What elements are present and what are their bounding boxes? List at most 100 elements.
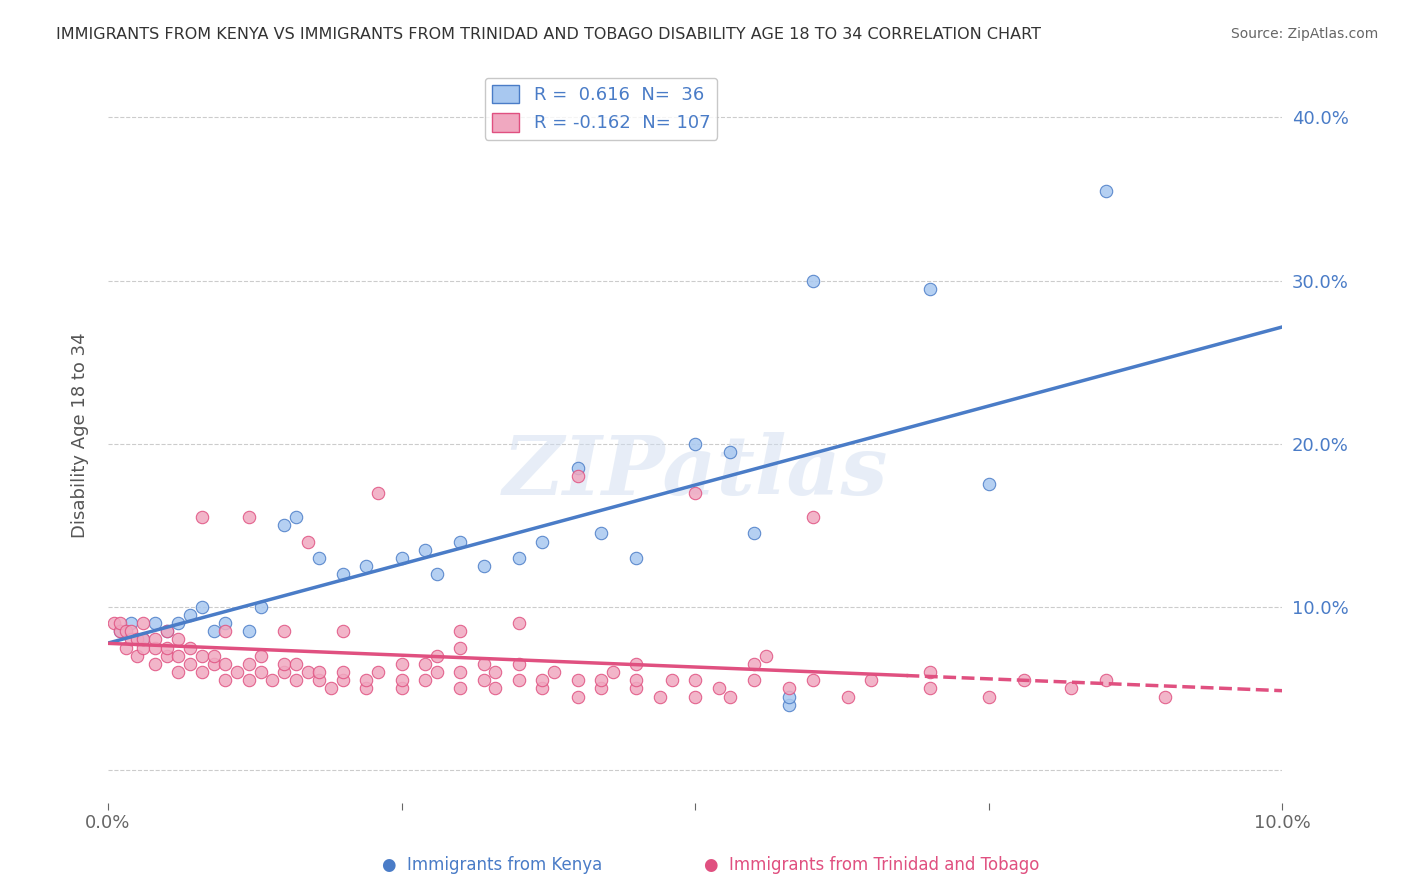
Point xyxy=(356,673,378,688)
Point xyxy=(801,673,824,688)
Point xyxy=(591,526,613,541)
Point xyxy=(801,510,824,524)
Point xyxy=(191,665,214,679)
Point xyxy=(297,665,319,679)
Point xyxy=(284,673,307,688)
Point xyxy=(156,648,179,663)
Point xyxy=(426,665,449,679)
Point xyxy=(238,657,260,671)
Point xyxy=(238,624,260,639)
Point xyxy=(273,657,295,671)
Point xyxy=(413,657,436,671)
Point xyxy=(661,673,683,688)
Point xyxy=(156,624,179,639)
Point xyxy=(238,510,260,524)
Point xyxy=(284,657,307,671)
Point xyxy=(1060,681,1083,696)
Point xyxy=(426,567,449,582)
Point xyxy=(391,681,413,696)
Point xyxy=(262,673,284,688)
Point xyxy=(114,640,136,655)
Point xyxy=(531,673,554,688)
Point xyxy=(249,648,271,663)
Point xyxy=(132,616,155,631)
Point xyxy=(1012,673,1035,688)
Point xyxy=(413,673,436,688)
Point xyxy=(531,534,554,549)
Point xyxy=(214,616,236,631)
Point xyxy=(167,665,190,679)
Point xyxy=(127,648,149,663)
Point xyxy=(391,673,413,688)
Point xyxy=(626,550,648,565)
Point xyxy=(977,477,1000,491)
Point xyxy=(1153,690,1175,704)
Point xyxy=(778,698,800,712)
Point xyxy=(778,681,800,696)
Point xyxy=(273,624,295,639)
Point xyxy=(626,657,648,671)
Point xyxy=(508,673,530,688)
Point xyxy=(103,616,125,631)
Point xyxy=(308,665,330,679)
Point xyxy=(202,624,225,639)
Point xyxy=(718,445,741,459)
Point xyxy=(156,640,179,655)
Point xyxy=(472,673,495,688)
Point xyxy=(356,559,378,574)
Point xyxy=(567,469,589,483)
Point xyxy=(567,690,589,704)
Point xyxy=(273,665,295,679)
Text: Source: ZipAtlas.com: Source: ZipAtlas.com xyxy=(1230,27,1378,41)
Point xyxy=(179,640,201,655)
Point xyxy=(391,550,413,565)
Point xyxy=(683,485,706,500)
Point xyxy=(591,673,613,688)
Point xyxy=(179,607,201,622)
Point xyxy=(1095,184,1118,198)
Point xyxy=(531,681,554,696)
Point xyxy=(249,599,271,614)
Point xyxy=(156,624,179,639)
Point xyxy=(308,673,330,688)
Point xyxy=(226,665,249,679)
Point xyxy=(977,690,1000,704)
Point xyxy=(472,657,495,671)
Point xyxy=(648,690,671,704)
Point xyxy=(214,657,236,671)
Point xyxy=(202,648,225,663)
Point xyxy=(143,657,166,671)
Point xyxy=(449,624,471,639)
Point xyxy=(191,510,214,524)
Point xyxy=(332,673,354,688)
Point xyxy=(413,542,436,557)
Text: ●  Immigrants from Kenya: ● Immigrants from Kenya xyxy=(382,856,602,874)
Point xyxy=(356,681,378,696)
Point xyxy=(332,567,354,582)
Point xyxy=(214,624,236,639)
Point xyxy=(472,559,495,574)
Point xyxy=(121,624,143,639)
Point xyxy=(707,681,730,696)
Point xyxy=(238,673,260,688)
Point xyxy=(284,510,307,524)
Point xyxy=(718,690,741,704)
Point xyxy=(778,690,800,704)
Point xyxy=(449,640,471,655)
Y-axis label: Disability Age 18 to 34: Disability Age 18 to 34 xyxy=(72,333,89,539)
Point xyxy=(143,616,166,631)
Point xyxy=(449,681,471,696)
Point xyxy=(426,648,449,663)
Point xyxy=(602,665,624,679)
Point xyxy=(543,665,565,679)
Point xyxy=(683,436,706,450)
Point xyxy=(121,632,143,647)
Point xyxy=(132,632,155,647)
Point xyxy=(508,657,530,671)
Point xyxy=(308,550,330,565)
Point xyxy=(683,673,706,688)
Point xyxy=(801,274,824,288)
Text: IMMIGRANTS FROM KENYA VS IMMIGRANTS FROM TRINIDAD AND TOBAGO DISABILITY AGE 18 T: IMMIGRANTS FROM KENYA VS IMMIGRANTS FROM… xyxy=(56,27,1042,42)
Point xyxy=(567,461,589,475)
Point xyxy=(214,673,236,688)
